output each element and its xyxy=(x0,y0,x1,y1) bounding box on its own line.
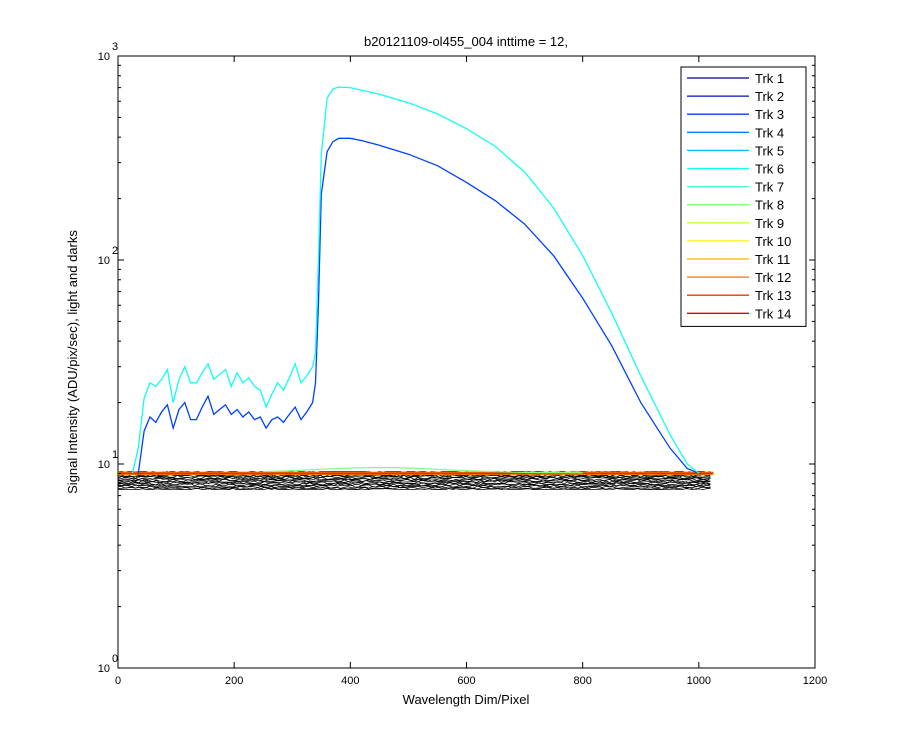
dark-trace xyxy=(117,485,711,489)
legend: Trk 1 Trk 2 Trk 3 Trk 4 Trk 5 Trk 6 Trk 7 Trk 8… xyxy=(680,66,807,327)
dark-trace xyxy=(117,473,711,477)
legend-label: Trk 3 xyxy=(755,107,784,122)
dark-trace-green xyxy=(263,467,583,474)
x-tick-label: 1200 xyxy=(803,675,827,687)
legend-label: Trk 10 xyxy=(755,234,791,249)
series-line-trk-6 xyxy=(131,86,700,474)
x-tick-label: 200 xyxy=(225,675,243,687)
x-tick-label: 800 xyxy=(573,675,591,687)
legend-label: Trk 12 xyxy=(755,270,791,285)
y-axis-label: Signal Intensity (ADU/pix/sec), light an… xyxy=(65,230,80,494)
legend-label: Trk 13 xyxy=(755,288,791,303)
y-tick-label-exponent: 2 xyxy=(112,245,118,257)
legend-label: Trk 14 xyxy=(755,306,791,321)
y-tick-label-base: 10 xyxy=(98,663,110,675)
chart-title: b20121109-ol455_004 inttime = 12, xyxy=(364,34,568,49)
legend-label: Trk 11 xyxy=(755,252,790,267)
y-tick-label-exponent: 0 xyxy=(112,653,118,665)
legend-box xyxy=(680,66,807,327)
y-tick-label-base: 10 xyxy=(98,51,110,63)
dark-trace xyxy=(117,484,711,488)
y-tick-label-base: 10 xyxy=(98,459,110,471)
y-tick-label-exponent: 3 xyxy=(112,41,118,53)
legend-label: Trk 7 xyxy=(755,180,784,195)
x-tick-label: 400 xyxy=(341,675,359,687)
y-tick-label-exponent: 1 xyxy=(112,449,118,461)
legend-label: Trk 8 xyxy=(755,198,784,213)
legend-label: Trk 9 xyxy=(755,216,784,231)
legend-label: Trk 4 xyxy=(755,125,784,140)
x-tick-label: 600 xyxy=(457,675,475,687)
x-tick-label: 1000 xyxy=(687,675,711,687)
x-tick-label: 0 xyxy=(115,675,121,687)
legend-label: Trk 1 xyxy=(755,71,784,86)
dark-trace xyxy=(117,475,711,479)
dark-signal-band xyxy=(117,467,714,490)
legend-label: Trk 5 xyxy=(755,143,784,158)
dark-trace xyxy=(117,486,711,490)
dark-trace xyxy=(117,478,711,483)
legend-label: Trk 6 xyxy=(755,162,784,177)
x-axis-label: Wavelength Dim/Pixel xyxy=(403,692,530,707)
legend-label: Trk 2 xyxy=(755,89,784,104)
y-tick-label-base: 10 xyxy=(98,255,110,267)
dark-trace xyxy=(117,476,711,480)
dark-trace xyxy=(117,481,711,485)
series-layer xyxy=(131,86,700,474)
x-axis-ticks: 0 200 400 600 800 1000 1200 xyxy=(115,56,827,687)
series-line-trk-3 xyxy=(137,137,700,474)
